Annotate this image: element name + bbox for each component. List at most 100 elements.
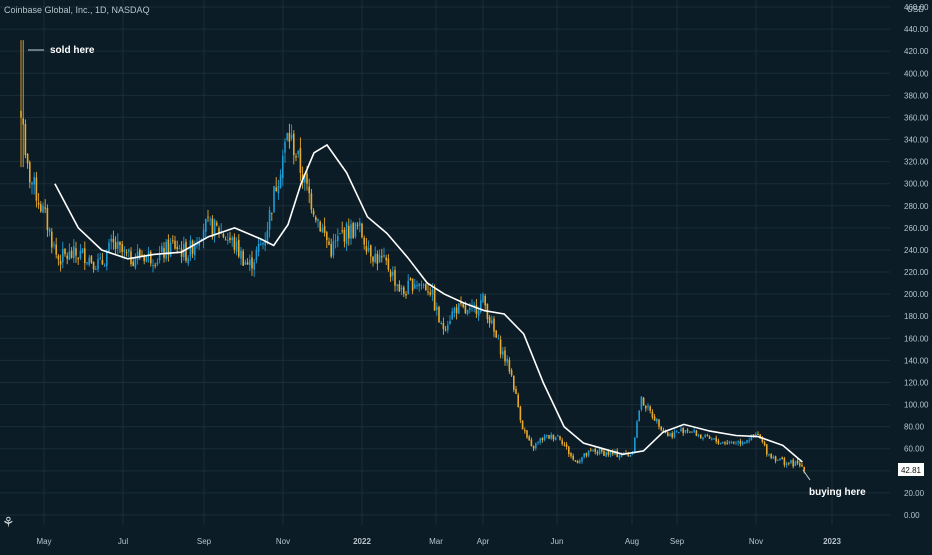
candle <box>99 252 101 261</box>
candle <box>317 218 319 228</box>
candle <box>719 442 722 445</box>
candle <box>554 436 557 441</box>
candle <box>596 450 599 456</box>
candle <box>722 441 724 444</box>
candle <box>40 200 42 213</box>
candle <box>356 222 359 230</box>
candles-layer <box>20 40 805 474</box>
candle <box>224 236 227 241</box>
candle <box>693 428 695 434</box>
candle <box>671 431 673 440</box>
candle <box>557 434 559 437</box>
candle <box>22 40 24 168</box>
candle <box>209 216 211 226</box>
candle <box>374 246 376 264</box>
candle <box>255 246 258 264</box>
candle <box>378 249 381 263</box>
candle <box>372 256 374 267</box>
candle <box>603 448 605 457</box>
candle <box>97 253 99 272</box>
candle <box>262 241 264 249</box>
candle <box>286 132 288 142</box>
candle <box>152 259 154 273</box>
time-tick-label: Nov <box>749 537 763 546</box>
candle <box>768 453 770 457</box>
candle <box>583 453 585 459</box>
candle <box>455 304 458 320</box>
candle <box>796 458 799 465</box>
candle <box>24 119 27 159</box>
candle <box>381 248 383 263</box>
tradingview-logo-icon[interactable]: ⚘ <box>2 514 15 530</box>
candle <box>205 218 207 240</box>
price-tick-label: 240.00 <box>904 246 929 255</box>
candle <box>64 248 66 257</box>
candle <box>405 291 407 299</box>
candle <box>585 452 588 458</box>
price-tick-label: 280.00 <box>904 202 929 211</box>
candle <box>68 243 71 260</box>
price-tick-label: 120.00 <box>904 378 929 387</box>
candle <box>191 239 194 258</box>
candle <box>770 453 772 460</box>
candle <box>799 461 801 468</box>
candle <box>202 223 205 249</box>
candle <box>383 247 385 258</box>
candle <box>216 220 218 227</box>
candle <box>741 440 744 446</box>
candle <box>574 459 577 462</box>
candle <box>253 258 255 277</box>
candle <box>156 258 159 267</box>
time-tick-label: Aug <box>625 537 639 546</box>
candle <box>178 244 181 250</box>
sold-here-annotation: sold here <box>50 45 95 56</box>
candle <box>669 432 671 437</box>
price-tick-label: 80.00 <box>904 423 925 432</box>
price-tick-label: 100.00 <box>904 401 929 410</box>
candle <box>108 239 110 254</box>
candle <box>667 431 669 437</box>
candle <box>660 426 662 432</box>
time-tick-label: Jul <box>118 537 128 546</box>
candle <box>77 256 79 265</box>
candle <box>251 251 253 276</box>
candle <box>394 266 396 292</box>
time-axis[interactable]: May Jul Sep Nov 2022 Mar Apr Jun Aug Sep Nov 2023 <box>36 537 841 546</box>
candle <box>323 217 326 237</box>
candle <box>590 447 592 452</box>
candle <box>620 452 623 458</box>
candle <box>735 440 737 445</box>
price-tick-label: 360.00 <box>904 113 929 122</box>
candle <box>647 403 649 411</box>
candle <box>605 451 607 458</box>
candle <box>519 405 522 424</box>
candle <box>638 410 640 422</box>
candle <box>618 453 621 461</box>
candle <box>779 458 781 461</box>
candle <box>711 437 713 441</box>
candle <box>348 218 350 246</box>
candle <box>440 320 442 325</box>
candle <box>766 444 768 457</box>
price-tick-label: 260.00 <box>904 224 929 233</box>
candle <box>53 241 55 249</box>
candle <box>581 456 583 464</box>
candle <box>733 441 735 445</box>
candle <box>44 199 46 214</box>
candle <box>319 220 321 233</box>
candle <box>161 242 163 253</box>
candle <box>37 193 40 209</box>
candle <box>790 459 792 465</box>
candle <box>502 346 504 359</box>
candle <box>715 435 717 444</box>
candle <box>213 218 216 243</box>
candle <box>387 254 390 272</box>
candle <box>783 456 786 468</box>
candle <box>612 449 614 457</box>
candle <box>563 441 566 447</box>
candle <box>227 232 229 245</box>
buying-here-marker-line <box>802 469 811 481</box>
candle <box>572 453 574 461</box>
